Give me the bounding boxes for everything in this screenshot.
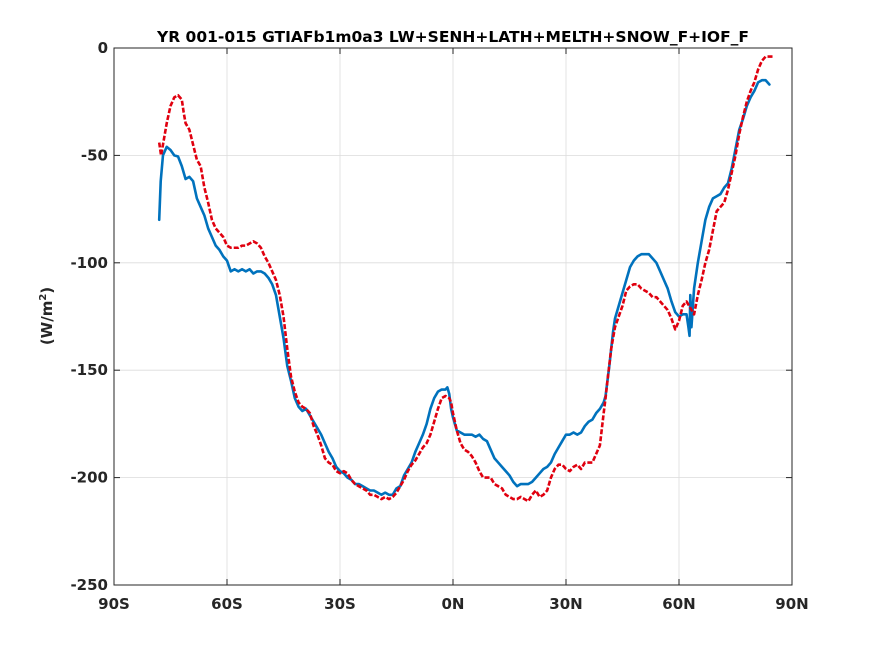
series-line-1 [157,78,771,497]
y-axis-label-superscript: 2 [38,294,49,301]
y-tick-label: -200 [70,469,108,487]
x-tick-label: 90S [98,595,130,613]
y-tick-label: 0 [98,39,108,57]
x-tick-label: 0N [442,595,465,613]
grid [114,48,792,585]
x-tick-label: 30S [324,595,356,613]
x-tick-label: 90N [775,595,808,613]
ticks: 90S 60S 30S 0N 30N 60N 90N 0 -50 -100 -150 -200 -250 [70,39,808,613]
y-axis-label-main: (W/m [38,301,56,346]
x-tick-label: 60N [662,595,695,613]
y-tick-label: -250 [70,576,108,594]
y-axis-label-suffix: ) [38,287,56,294]
x-tick-label: 60S [211,595,243,613]
y-axis-label: (W/m2) [38,287,56,345]
chart-title: YR 001-015 GTIAFb1m0a3 LW+SENH+LATH+MELT… [156,28,749,46]
y-tick-label: -100 [70,254,108,272]
x-tick-label: 30N [549,595,582,613]
y-tick-label: -50 [81,146,108,164]
series-layer [157,55,774,503]
y-tick-label: -150 [70,361,108,379]
series-line-2 [157,55,774,503]
